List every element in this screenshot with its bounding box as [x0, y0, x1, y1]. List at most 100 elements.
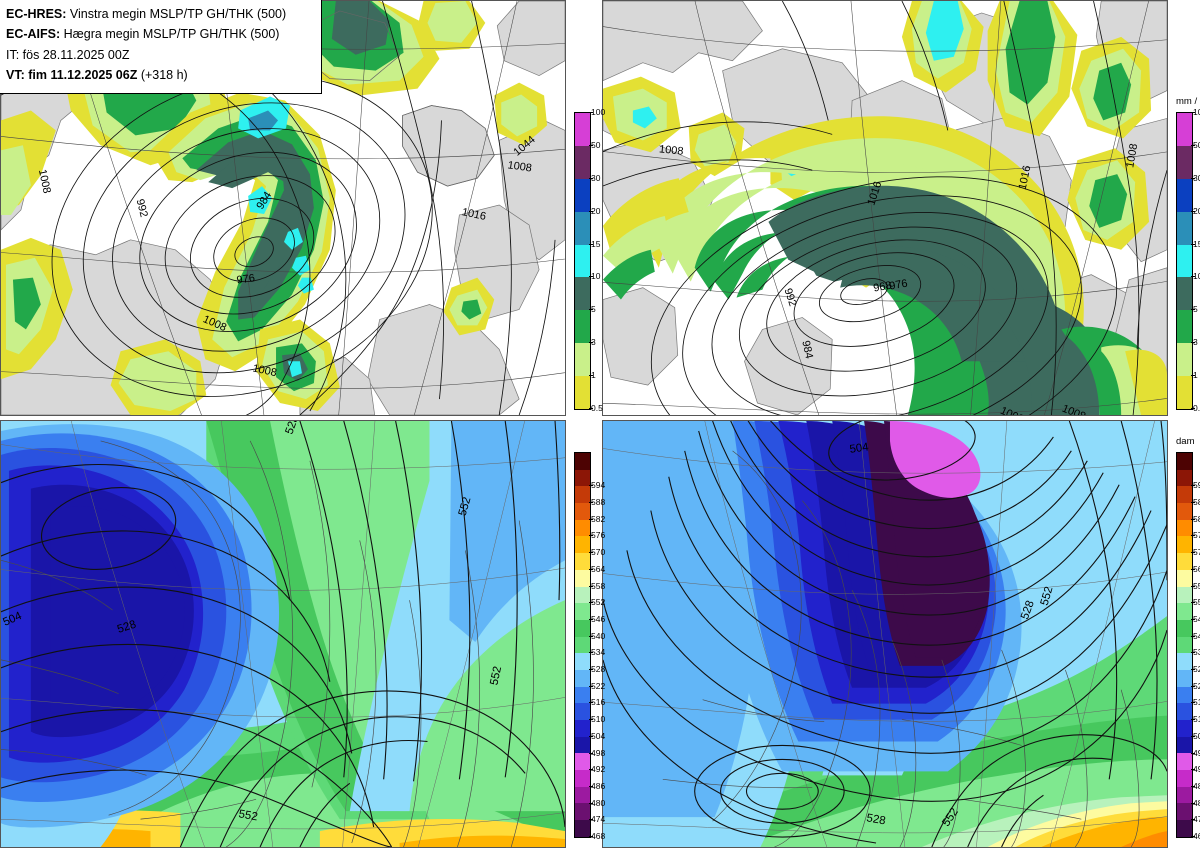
- colorbar-segment: [575, 453, 590, 470]
- colorbar-tick-label: 546: [1193, 613, 1200, 624]
- colorbar-tick-label: 50: [591, 139, 601, 150]
- colorbar-tick-label: 552: [1193, 597, 1200, 607]
- contour-label: 552: [457, 496, 474, 518]
- legend-line-hres: EC-HRES: Vinstra megin MSLP/TP GH/THK (5…: [6, 4, 315, 24]
- colorbar-tick-label: 480: [1193, 797, 1200, 808]
- colorbar-segment: [575, 603, 590, 620]
- colorbar-tick-label: 510: [1193, 713, 1200, 724]
- colorbar-segment: [575, 736, 590, 754]
- colorbar-tick-mark: [589, 112, 593, 113]
- colorbar-tick-label: 558: [591, 580, 606, 591]
- colorbar-tick-mark: [1191, 568, 1195, 570]
- colorbar-segment: [1177, 803, 1192, 821]
- colorbar-tick-mark: [1191, 408, 1195, 409]
- colorbar-segment: [575, 469, 590, 487]
- colorbar-tick-label: 486: [1193, 780, 1200, 791]
- colorbar-tick-mark: [589, 502, 593, 504]
- colorbar-segment: [1177, 469, 1192, 487]
- colorbar-tick-label: 15: [591, 238, 601, 249]
- colorbar-tick-label: 10: [1193, 271, 1200, 282]
- isobar-label: 1008: [36, 168, 53, 194]
- colorbar-tick-mark: [589, 375, 593, 377]
- colorbar-segment: [1177, 636, 1192, 654]
- colorbar-tick-mark: [589, 836, 593, 837]
- colorbar-segment: [575, 145, 590, 179]
- colorbar-tick-label: 516: [1193, 697, 1200, 708]
- isobar-label: 992: [134, 198, 150, 219]
- colorbar-tick-mark: [589, 144, 593, 146]
- colorbar-tick-label: 564: [591, 563, 606, 574]
- colorbar-tick-label: 504: [1193, 730, 1200, 741]
- colorbar-segment: [1177, 211, 1192, 245]
- colorbar-tick-label: 20: [1193, 205, 1200, 216]
- colorbar-tick-mark: [1191, 719, 1195, 721]
- colorbar-tick-label: 570: [591, 546, 606, 557]
- colorbar-tick-label: 492: [591, 763, 606, 774]
- colorbar-segment: [575, 820, 590, 837]
- colorbar-segment: [1177, 770, 1192, 787]
- colorbar-segment: [1177, 376, 1192, 409]
- colorbar-tick-mark: [1191, 735, 1195, 737]
- colorbar-tick-mark: [589, 518, 593, 520]
- isobar-label: 976: [888, 278, 908, 293]
- colorbar-segment: [1177, 310, 1192, 344]
- colorbar-tick-mark: [589, 785, 593, 787]
- colorbar-tick-label: 540: [591, 630, 606, 641]
- colorbar-segment: [1177, 343, 1192, 376]
- colorbar-segment: [575, 503, 590, 520]
- colorbar-segment: [1177, 453, 1192, 470]
- colorbar-segment: [1177, 619, 1192, 637]
- colorbar-segment: [1177, 669, 1192, 687]
- colorbar-segment: [575, 753, 590, 771]
- colorbar-segment: [1177, 569, 1192, 587]
- colorbar-segment: [575, 636, 590, 654]
- colorbar-tick-mark: [589, 585, 593, 587]
- colorbar-gradient: [574, 452, 591, 838]
- colorbar-segment: [1177, 486, 1192, 504]
- colorbar-tick-mark: [589, 819, 593, 821]
- colorbar-tick-mark: [1191, 210, 1195, 212]
- legend-line-init-time: IT: fös 28.11.2025 00Z: [6, 47, 130, 62]
- legend-vt-label: VT: fim 11.12.2025 06Z: [6, 67, 138, 82]
- contour-label: 528: [866, 812, 887, 827]
- colorbar-segment: [575, 803, 590, 821]
- colorbar-tick-mark: [589, 535, 593, 537]
- panel-bottom-right-gh-thk-aifs: 504 528 528 552 552: [602, 420, 1168, 848]
- colorbar-tick-mark: [1191, 652, 1195, 654]
- colorbar-segment: [575, 686, 590, 704]
- colorbar-tick-mark: [1191, 535, 1195, 537]
- colorbar-tick-mark: [1191, 112, 1195, 113]
- colorbar-segment: [1177, 519, 1192, 537]
- colorbar-tick-label: 100: [591, 106, 606, 117]
- isobar-label-layer: 968 976 984 992 1000 1008 1008 1016 1016…: [658, 143, 1140, 415]
- colorbar-segment: [1177, 603, 1192, 620]
- contour-label: 528: [116, 619, 138, 636]
- colorbar-tick-label: 3: [1193, 336, 1198, 347]
- colorbar-tick-label: 552: [591, 597, 606, 607]
- map-canvas-bottom-right: 504 528 528 552 552: [603, 421, 1167, 847]
- colorbar-segment: [1177, 586, 1192, 604]
- colorbar-tick-mark: [1191, 702, 1195, 704]
- colorbar-tick-label: 468: [1193, 830, 1200, 841]
- contour-label-layer: 504 528 528 552 552 552: [1, 421, 504, 823]
- colorbar-tick-label: 504: [591, 730, 606, 741]
- colorbar-tick-mark: [589, 802, 593, 804]
- colorbar-segment: [1177, 720, 1192, 737]
- isobar-label: 968: [872, 280, 892, 295]
- colorbar-tick-label: 100: [1193, 106, 1200, 117]
- colorbar-tick-mark: [1191, 635, 1195, 637]
- colorbar-tick-mark: [1191, 769, 1195, 771]
- colorbar-segment: [575, 720, 590, 737]
- colorbar-tick-label: 30: [591, 172, 601, 183]
- colorbar-tick-mark: [589, 568, 593, 570]
- colorbar-tick-label: 474: [591, 814, 606, 825]
- colorbar-tick-label: 522: [591, 680, 606, 691]
- colorbar-tick-mark: [1191, 685, 1195, 687]
- isobar-label: 984: [799, 339, 815, 359]
- legend-line-aifs: EC-AIFS: Hægra megin MSLP/TP GH/THK (500…: [6, 24, 315, 44]
- legend-vt-text: (+318 h): [137, 67, 188, 82]
- colorbar-tick-mark: [1191, 502, 1195, 504]
- colorbar-tick-label: 468: [591, 830, 606, 841]
- isobar-label: 1008: [658, 143, 683, 157]
- colorbar-segment: [1177, 113, 1192, 146]
